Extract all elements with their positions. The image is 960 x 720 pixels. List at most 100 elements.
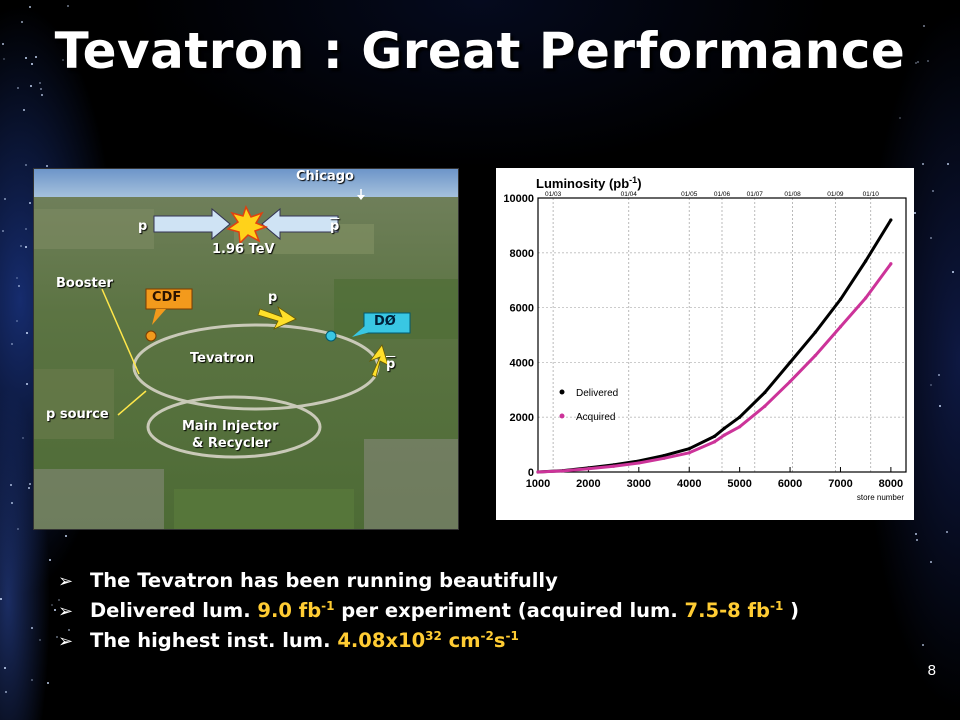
bullet-text: The highest inst. lum. xyxy=(90,629,338,652)
bullet-text: -1 xyxy=(505,629,519,643)
star xyxy=(28,201,31,204)
star xyxy=(19,244,22,247)
bullet-text: -1 xyxy=(321,599,335,613)
bullet-text: -2 xyxy=(480,629,494,643)
data-point-acquired xyxy=(637,461,641,465)
y-tick-label: 2000 xyxy=(510,412,534,424)
star xyxy=(938,404,941,407)
y-tick-label: 0 xyxy=(528,467,534,479)
data-point-delivered xyxy=(813,330,817,334)
star xyxy=(64,535,67,538)
star xyxy=(38,639,41,642)
data-point-acquired xyxy=(889,262,893,266)
data-point-acquired xyxy=(612,464,616,468)
date-tick-label: 01/09 xyxy=(827,191,844,198)
data-point-delivered xyxy=(712,434,717,438)
plot-frame xyxy=(537,197,907,473)
series-line-acquired xyxy=(537,262,893,474)
label-energy: 1.96 TeV xyxy=(212,242,275,257)
star xyxy=(46,682,49,685)
bullet-text: per experiment (acquired lum. xyxy=(334,599,685,622)
star xyxy=(24,246,27,249)
star xyxy=(23,109,26,112)
star xyxy=(931,190,934,193)
label-main-injector: Main Injector xyxy=(182,419,279,434)
label-recycler: & Recycler xyxy=(192,436,271,451)
star xyxy=(24,227,27,230)
date-tick-label: 01/07 xyxy=(747,191,764,198)
data-point-acquired xyxy=(788,379,792,384)
star xyxy=(53,609,56,612)
star xyxy=(40,93,43,96)
tevatron-aerial-photo: Chicago p p 1.96 TeV Booster CDF p DØ Te… xyxy=(33,168,459,530)
star xyxy=(25,331,28,334)
data-point-delivered xyxy=(763,390,767,395)
star xyxy=(35,55,38,58)
bullet-text: cm xyxy=(441,629,481,652)
star xyxy=(67,629,70,632)
star xyxy=(2,58,5,61)
star xyxy=(27,486,30,489)
data-point-delivered xyxy=(722,426,727,430)
star xyxy=(946,163,949,166)
star xyxy=(945,530,948,533)
label-booster: Booster xyxy=(56,276,113,291)
data-point-acquired xyxy=(738,425,742,429)
chart-title: Luminosity (pb-1) xyxy=(536,175,642,191)
label-antiproton: p xyxy=(330,219,340,234)
y-tick-label: 8000 xyxy=(510,248,534,260)
x-tick-label: 2000 xyxy=(576,478,600,490)
star xyxy=(24,56,27,59)
star xyxy=(1,229,4,232)
y-tick-label: 10000 xyxy=(503,193,534,205)
bullet-text: Delivered lum. xyxy=(90,599,258,622)
data-point-acquired xyxy=(687,451,691,455)
star xyxy=(914,61,917,64)
arrow-bullet-icon: ➢ xyxy=(58,631,74,652)
star xyxy=(1,43,4,46)
star xyxy=(39,81,42,84)
star xyxy=(29,5,32,8)
legend-label-acquired: Acquired xyxy=(576,412,615,423)
data-point-delivered xyxy=(838,297,843,301)
legend-label-delivered: Delivered xyxy=(576,388,618,399)
arrow-bullet-icon: ➢ xyxy=(58,571,74,592)
label-tevatron: Tevatron xyxy=(190,351,255,366)
x-tick-label: 3000 xyxy=(627,478,651,490)
aerial-illustration xyxy=(34,169,458,529)
star xyxy=(66,4,69,7)
bullet-item: ➢ The highest inst. lum. 4.08x1032 cm-2s-… xyxy=(58,626,938,656)
star xyxy=(21,437,24,439)
bullet-text: 7.5-8 fb xyxy=(684,599,770,622)
luminosity-chart: Luminosity (pb-1) 0200040006000800010000… xyxy=(496,168,914,520)
star xyxy=(926,60,929,63)
date-tick-label: 01/03 xyxy=(545,191,562,198)
y-tick-label: 4000 xyxy=(510,357,534,369)
data-point-delivered xyxy=(687,447,691,451)
star xyxy=(55,636,58,639)
date-tick-label: 01/05 xyxy=(681,191,698,198)
date-tick-label: 01/08 xyxy=(784,191,801,198)
bullet-text: -1 xyxy=(769,599,784,613)
star xyxy=(21,20,24,23)
star xyxy=(10,342,13,345)
legend-marker-acquired xyxy=(559,413,565,419)
label-p-source: p source xyxy=(46,407,109,422)
data-point-acquired xyxy=(536,470,540,474)
data-point-acquired xyxy=(561,469,565,473)
luminosity-chart-panel: Luminosity (pb-1) 0 2000 4000 6000 8000 10000… xyxy=(496,168,914,520)
label-chicago: Chicago xyxy=(296,169,354,184)
star xyxy=(15,319,18,322)
data-point-acquired xyxy=(763,404,767,408)
star xyxy=(898,116,901,119)
star xyxy=(15,276,18,279)
star xyxy=(31,626,34,629)
bullet-text: 9.0 fb xyxy=(257,599,322,622)
star xyxy=(938,374,941,377)
star xyxy=(916,61,919,64)
data-point-acquired xyxy=(662,456,666,460)
star xyxy=(58,598,61,601)
star xyxy=(16,527,19,530)
star xyxy=(17,285,20,288)
x-tick-label: 1000 xyxy=(526,478,550,490)
